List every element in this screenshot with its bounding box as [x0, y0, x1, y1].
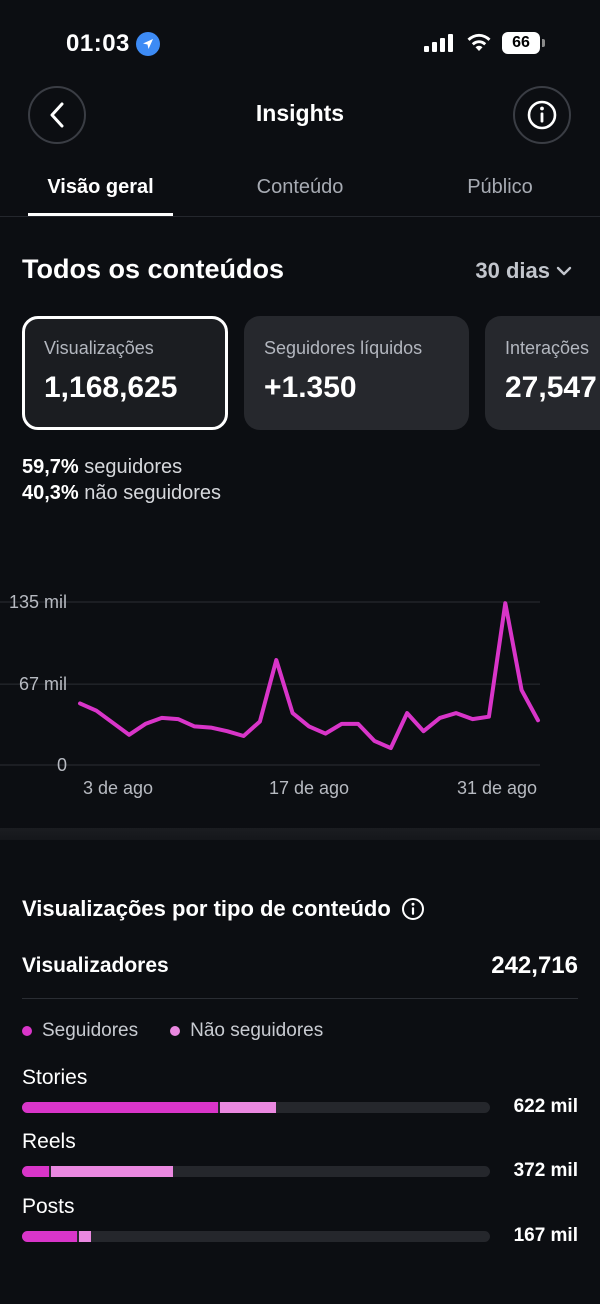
section-divider	[0, 828, 600, 840]
followers-segment	[22, 1102, 218, 1113]
metric-label: Interações	[505, 338, 590, 358]
y-tick-label: 0	[57, 755, 67, 775]
stacked-bar	[22, 1102, 490, 1113]
stacked-bar	[22, 1231, 490, 1242]
metric-value: +1.350	[264, 371, 357, 404]
followers-segment	[22, 1231, 78, 1242]
battery-icon: 66	[502, 32, 546, 54]
status-time: 01:03	[66, 30, 130, 57]
content-type-label: Stories	[22, 1066, 88, 1089]
content-row-stories[interactable]: Stories 622 mil	[22, 1066, 578, 1126]
battery-level: 66	[502, 32, 540, 54]
wifi-icon	[467, 33, 491, 51]
metric-label: Seguidores líquidos	[264, 338, 423, 358]
tab-overview[interactable]: Visão geral	[47, 176, 154, 198]
x-tick-label: 3 de ago	[83, 778, 153, 798]
metric-card-interactions[interactable]: Interações 27,547	[485, 316, 600, 430]
nonfollowers-segment	[79, 1231, 91, 1242]
chevron-left-icon	[50, 102, 64, 128]
content-type-title: Visualizações por tipo de conteúdo	[22, 896, 425, 922]
followers-segment	[22, 1166, 50, 1177]
info-button[interactable]	[513, 86, 571, 144]
audience-breakdown: 59,7% seguidores 40,3% não seguidores	[22, 454, 221, 506]
content-type-value: 167 mil	[513, 1225, 578, 1246]
cellular-signal-icon	[424, 34, 453, 52]
tab-content[interactable]: Conteúdo	[256, 176, 344, 198]
content-type-label: Posts	[22, 1195, 75, 1218]
chevron-down-icon	[556, 266, 572, 276]
views-series-line	[78, 601, 540, 751]
tab-bar: Visão geral Conteúdo Público	[0, 168, 600, 217]
content-type-title-text: Visualizações por tipo de conteúdo	[22, 896, 391, 921]
content-type-label: Reels	[22, 1130, 76, 1153]
info-icon[interactable]	[401, 897, 425, 921]
views-line-chart: 135 mil 67 mil 0 3 de ago 17 de ago 31 de ago	[0, 592, 540, 798]
back-button[interactable]	[28, 86, 86, 144]
nonfollowers-share: 40,3% não seguidores	[22, 482, 222, 504]
section-title: Todos os conteúdos	[22, 254, 284, 284]
metric-card-net-followers[interactable]: Seguidores líquidos +1.350	[244, 316, 469, 430]
y-tick-label: 67 mil	[19, 674, 67, 694]
stacked-bar	[22, 1166, 490, 1177]
location-arrow-icon	[136, 32, 160, 56]
content-row-reels[interactable]: Reels 372 mil	[22, 1130, 578, 1190]
content-type-value: 622 mil	[513, 1096, 578, 1117]
metric-label: Visualizações	[44, 338, 154, 358]
metric-card-views[interactable]: Visualizações 1,168,625	[22, 316, 228, 430]
nonfollowers-segment	[51, 1166, 173, 1177]
metric-value: 1,168,625	[44, 371, 178, 404]
followers-share: 59,7% seguidores	[22, 456, 183, 478]
y-tick-label: 135 mil	[9, 592, 67, 612]
content-type-legend: Seguidores Não seguidores	[22, 1020, 355, 1042]
active-tab-indicator	[28, 213, 173, 216]
viewers-label: Visualizadores	[22, 954, 169, 977]
info-icon	[527, 100, 557, 130]
content-row-posts[interactable]: Posts 167 mil	[22, 1195, 578, 1255]
period-dropdown[interactable]: 30 dias	[475, 258, 572, 284]
legend-followers: Seguidores	[22, 1020, 138, 1042]
period-label: 30 dias	[475, 258, 550, 283]
status-bar: 01:03 66	[0, 0, 600, 88]
viewers-row: Visualizadores 242,716	[22, 950, 578, 999]
viewers-value: 242,716	[491, 952, 578, 979]
x-tick-label: 31 de ago	[457, 778, 537, 798]
x-tick-label: 17 de ago	[269, 778, 349, 798]
metric-value: 27,547	[505, 371, 597, 404]
nonfollowers-segment	[219, 1102, 276, 1113]
content-type-value: 372 mil	[513, 1160, 578, 1181]
page-title: Insights	[255, 100, 345, 126]
tab-audience[interactable]: Público	[467, 176, 533, 198]
legend-nonfollowers: Não seguidores	[170, 1020, 323, 1042]
